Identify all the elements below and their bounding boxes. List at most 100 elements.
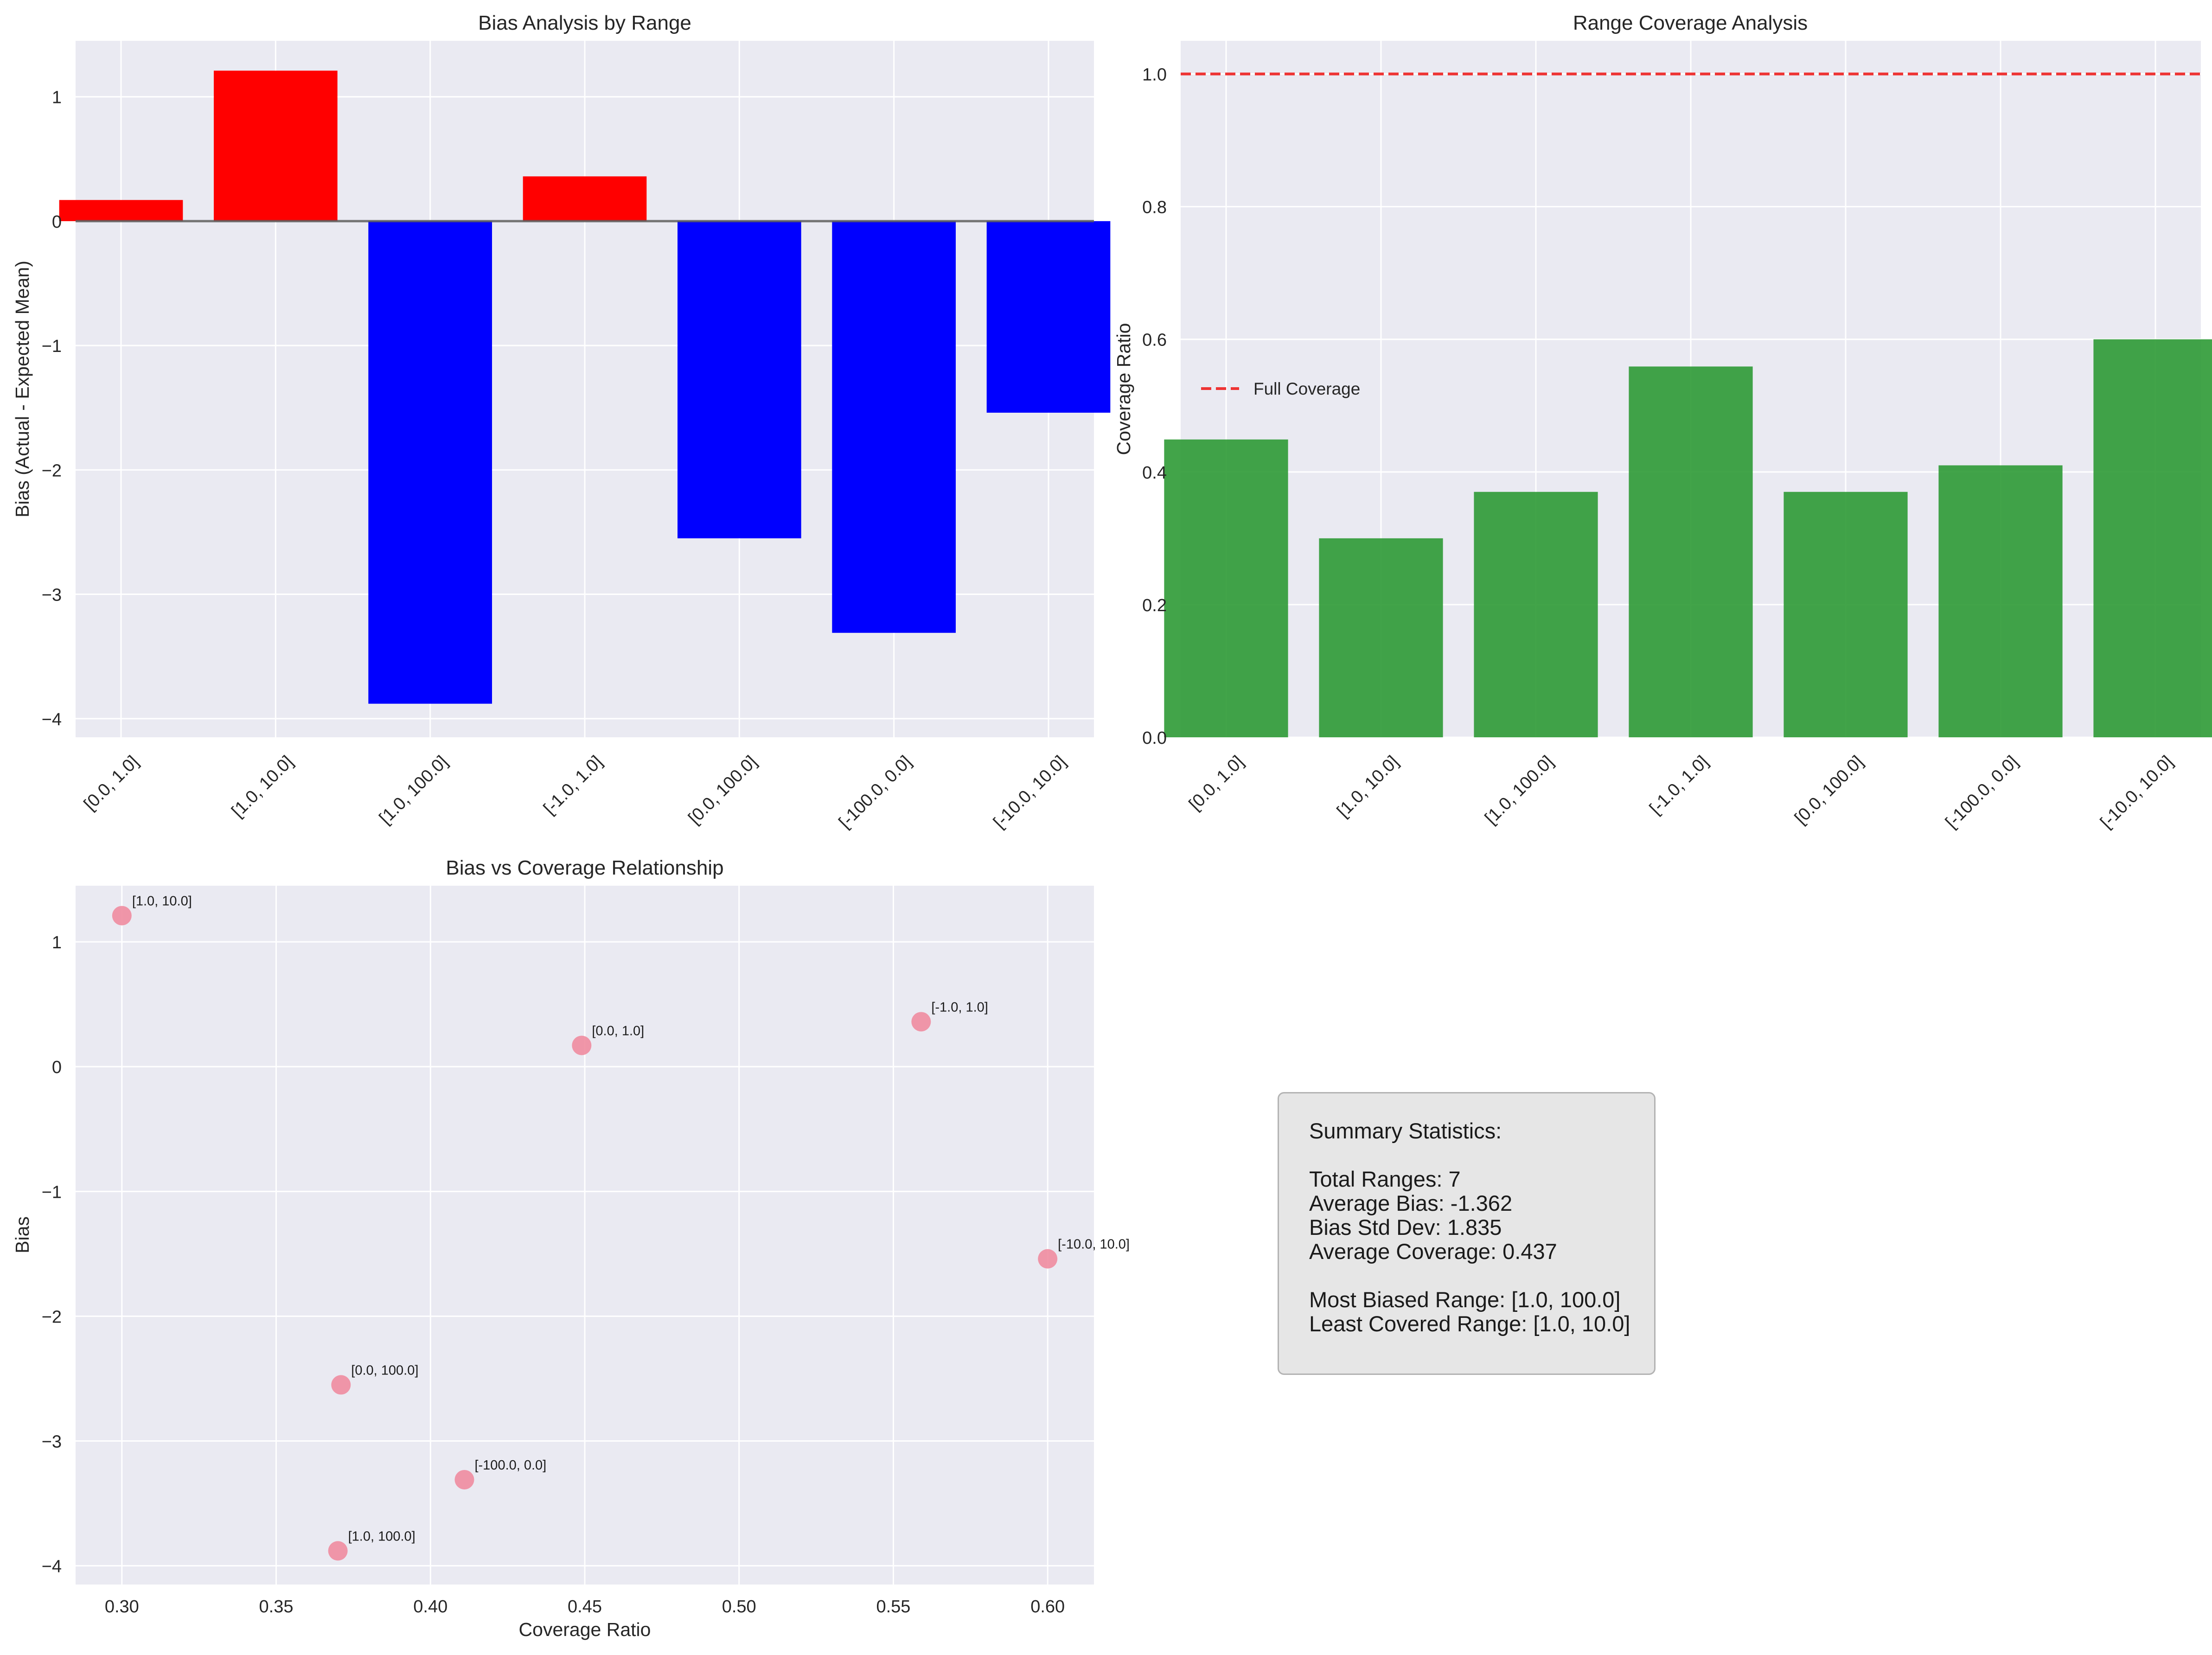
x-tick-label: [1.0, 10.0] [228,752,297,821]
y-tick-label: 0.0 [1142,728,1167,748]
scatter-points [112,906,1058,1561]
scatter-point [331,1375,351,1395]
bias-bars [59,70,1111,704]
x-tick-label: 0.55 [876,1597,910,1617]
y-tick-label: 0 [52,212,62,232]
bias-bar [832,221,956,633]
x-tick-label: [-10.0, 10.0] [990,752,1070,832]
point-label: [0.0, 1.0] [592,1023,644,1038]
x-tick-label: 0.45 [568,1597,602,1617]
x-tick-label: [-1.0, 1.0] [1646,752,1712,818]
x-tick-label: 0.60 [1030,1597,1065,1617]
y-tick-label: −3 [42,1432,62,1452]
y-tick-label: 0.6 [1142,331,1167,350]
y-tick-label: 0.4 [1142,463,1167,483]
point-label: [1.0, 10.0] [132,894,192,909]
y-tick-label: 0.2 [1142,596,1167,615]
bias-x-ticks: [0.0, 1.0] [1.0, 10.0] [1.0, 100.0] [-1.0, … [80,752,1070,832]
bias-y-axis-label: Bias (Actual - Expected Mean) [12,261,33,518]
coverage-chart-title: Range Coverage Analysis [1573,12,1808,34]
coverage-bar [1319,538,1443,737]
scatter-y-axis-label: Bias [12,1216,33,1253]
coverage-bar [1629,366,1753,737]
summary-heading: Summary Statistics: [1309,1118,1502,1143]
point-label: [1.0, 100.0] [348,1529,416,1544]
y-tick-label: −4 [42,710,62,729]
y-tick-label: −3 [42,586,62,605]
y-tick-label: 0 [52,1058,62,1077]
summary-spacer [1309,1264,1654,1288]
bias-bar [678,221,801,538]
x-tick-label: [0.0, 1.0] [1185,752,1247,814]
x-tick-label: [-10.0, 10.0] [2097,752,2177,832]
bias-bar [59,200,183,221]
point-label: [-100.0, 0.0] [474,1458,546,1473]
y-tick-label: −1 [42,337,62,356]
scatter-y-ticks: 1 0 −1 −2 −3 −4 [42,933,62,1577]
x-tick-label: [-100.0, 0.0] [835,752,915,832]
y-tick-label: −2 [42,461,62,480]
coverage-bar [1474,492,1598,737]
x-tick-label: [1.0, 100.0] [376,752,452,828]
bias-bar [986,221,1111,413]
point-label: [-1.0, 1.0] [931,1000,988,1015]
x-tick-label: 0.35 [259,1597,294,1617]
scatter-gridlines [76,886,1094,1585]
x-tick-label: [0.0, 100.0] [1791,752,1867,828]
bias-vs-coverage-chart: [0.0, 1.0] [1.0, 10.0] [1.0, 100.0] [-1.0, … [12,856,1130,1640]
scatter-x-ticks: 0.30 0.35 0.40 0.45 0.50 0.55 0.60 [105,1597,1065,1617]
x-tick-label: [1.0, 10.0] [1333,752,1402,821]
x-tick-label: [0.0, 100.0] [685,752,761,828]
y-tick-label: 1.0 [1142,65,1167,85]
coverage-bars [1164,339,2212,737]
bias-y-ticks: 1 0 −1 −2 −3 −4 [42,88,62,729]
coverage-x-ticks: [0.0, 1.0] [1.0, 10.0] [1.0, 100.0] [-1.0, … [1185,752,2177,832]
summary-least-covered: Least Covered Range: [1.0, 10.0] [1309,1311,1630,1336]
coverage-bar [1938,465,2063,737]
x-tick-label: 0.50 [722,1597,756,1617]
summary-most-biased: Most Biased Range: [1.0, 100.0] [1309,1287,1621,1312]
coverage-y-ticks: 0.0 0.2 0.4 0.6 0.8 1.0 [1142,65,1167,748]
scatter-point [911,1012,931,1032]
x-tick-label: [1.0, 100.0] [1481,752,1557,828]
bias-chart-title: Bias Analysis by Range [478,12,691,34]
y-tick-label: 1 [52,88,62,108]
bias-bar [523,176,647,221]
summary-bias-std: Bias Std Dev: 1.835 [1309,1215,1502,1240]
summary-spacer [1309,1143,1654,1167]
scatter-point [454,1470,474,1489]
point-label: [0.0, 100.0] [351,1363,418,1378]
bias-by-range-chart: 1 0 −1 −2 −3 −4 [0.0, 1.0] [1.0, 10.0] [1.0, 10… [12,12,1111,832]
scatter-point [1038,1249,1058,1269]
y-tick-label: −2 [42,1307,62,1327]
scatter-point [572,1035,592,1055]
coverage-bar [2093,339,2212,737]
coverage-legend: Full Coverage [1201,379,1360,398]
summary-statistics-box: Summary Statistics: Total Ranges: 7 Aver… [1278,1092,1656,1375]
y-tick-label: −4 [42,1557,62,1577]
bias-bar [368,221,492,704]
scatter-chart-title: Bias vs Coverage Relationship [446,856,723,879]
x-tick-label: [0.0, 1.0] [80,752,142,814]
summary-average-coverage: Average Coverage: 0.437 [1309,1239,1557,1264]
scatter-point [328,1541,348,1561]
coverage-bar [1164,439,1288,737]
scatter-point [112,906,132,926]
summary-total-ranges: Total Ranges: 7 [1309,1167,1461,1191]
scatter-x-axis-label: Coverage Ratio [519,1619,651,1640]
coverage-chart: 0.0 0.2 0.4 0.6 0.8 1.0 [0.0, 1.0] [1.0, 10.0]… [1113,12,2212,832]
summary-average-bias: Average Bias: -1.362 [1309,1191,1513,1215]
coverage-bar [1784,492,1908,737]
point-label: [-10.0, 10.0] [1058,1237,1130,1252]
y-tick-label: −1 [42,1182,62,1202]
x-tick-label: 0.40 [413,1597,448,1617]
coverage-y-axis-label: Coverage Ratio [1113,323,1134,455]
x-tick-label: [-100.0, 0.0] [1942,752,2022,832]
x-tick-label: 0.30 [105,1597,139,1617]
bias-bar [214,70,338,221]
x-tick-label: [-1.0, 1.0] [540,752,606,818]
y-tick-label: 0.8 [1142,198,1167,217]
scatter-point-labels: [0.0, 1.0] [1.0, 10.0] [1.0, 100.0] [-1.0, … [132,894,1130,1544]
legend-label: Full Coverage [1253,379,1360,398]
